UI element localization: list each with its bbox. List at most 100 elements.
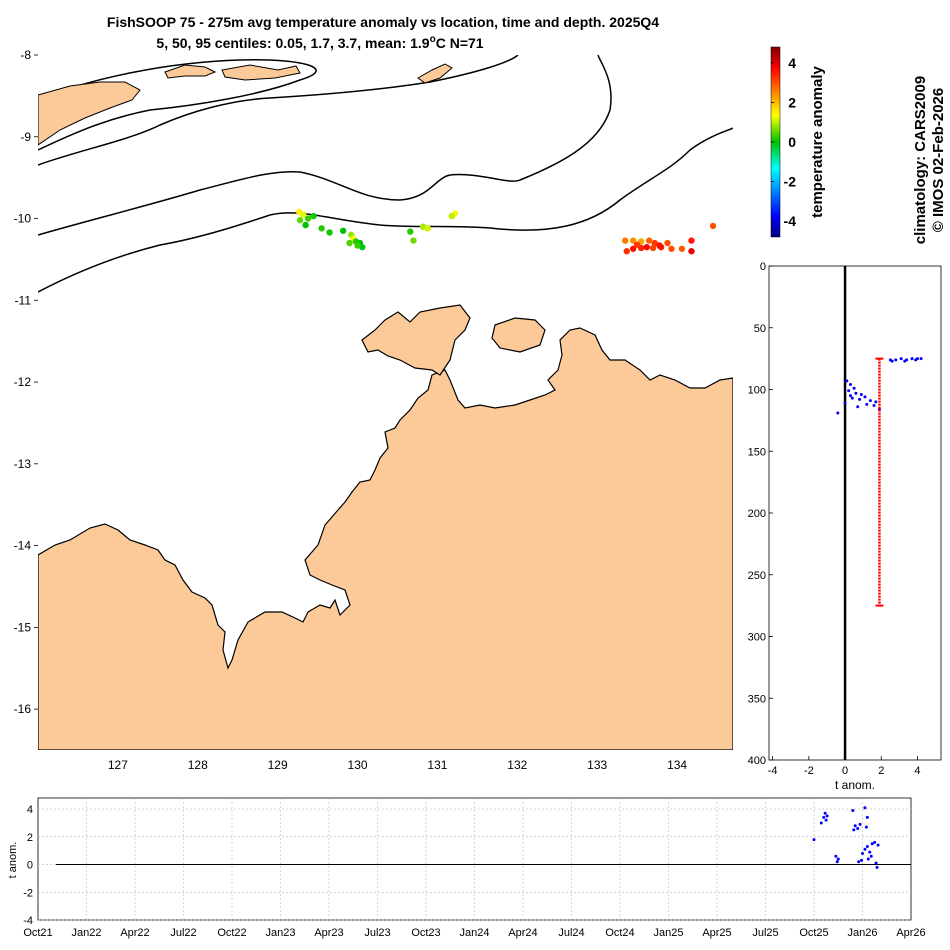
map-observation-point	[296, 216, 304, 224]
lat-tick-label: -15	[14, 620, 32, 634]
tiwi-islands	[361, 304, 471, 376]
colorbar: 4 2 0 -2 -4 temperature anomaly	[770, 46, 826, 238]
timeseries-point	[825, 814, 829, 818]
depth-observation-point	[865, 402, 869, 406]
timeseries-point	[870, 842, 874, 846]
lon-tick-label: 130	[348, 758, 368, 772]
depth-plot-frame	[768, 265, 942, 761]
depth-tick-label: 250	[748, 570, 766, 582]
depth-observation-point	[848, 394, 852, 398]
anom-tick-label: -2	[804, 765, 814, 777]
time-tick-label: Jan24	[460, 927, 490, 939]
time-tick-label: Apr22	[120, 927, 149, 939]
subtitle-stats: 5, 50, 95 centiles: 0.05, 1.7, 3.7, mean…	[156, 35, 429, 51]
timeseries-point	[823, 811, 827, 815]
time-tick-label: Apr26	[896, 927, 925, 939]
island	[417, 63, 453, 84]
timeseries-point	[857, 860, 861, 864]
timeseries-tick-label: 0	[27, 860, 33, 872]
colorbar-label: temperature anomaly	[809, 65, 826, 217]
map-observation-point	[448, 212, 456, 220]
timeseries-point	[836, 857, 840, 861]
map-lon-axis: 127 128 129 130 131 132 133 134	[108, 758, 688, 772]
map-observation-point	[326, 229, 333, 236]
depth-observation-point	[874, 400, 878, 404]
map-observation-point	[354, 242, 361, 249]
timeseries-point	[868, 850, 872, 854]
timeseries-point	[865, 845, 869, 849]
colorbar-tick-label: 2	[788, 94, 796, 110]
depth-profile-panel: 0 50 100 150 200 250 300 350 400-4 -2 0 2 4 t anom.	[748, 261, 942, 792]
depth-tick-label: 200	[748, 508, 766, 520]
time-tick-label: Jan23	[266, 927, 296, 939]
depth-observation-point	[852, 386, 856, 390]
chart-subtitle: 5, 50, 95 centiles: 0.05, 1.7, 3.7, mean…	[156, 34, 483, 51]
timeseries-point	[860, 858, 864, 862]
lon-tick-label: 127	[108, 758, 128, 772]
island	[164, 64, 217, 79]
colorbar-tick-label: -2	[784, 174, 797, 190]
map-lat-axis: -8 -9 -10 -11 -12 -13 -14 -15 -16	[14, 48, 38, 716]
depth-plot-marks	[836, 266, 923, 760]
depth-observation-point	[903, 359, 907, 363]
lat-tick-label: -14	[14, 539, 32, 553]
timeseries-ylabel: t anom.	[7, 842, 19, 879]
depth-tick-label: 300	[748, 632, 766, 644]
time-tick-label: Oct23	[411, 927, 440, 939]
map-observation-point	[304, 215, 312, 222]
lon-tick-label: 128	[188, 758, 208, 772]
timeseries-point	[865, 815, 869, 819]
map-observation-point	[664, 239, 671, 247]
time-tick-label: Apr25	[702, 927, 731, 939]
map-observation-points	[296, 208, 717, 255]
map-observation-point	[629, 245, 637, 252]
map-observation-point	[300, 211, 307, 218]
map-observation-point	[623, 248, 630, 255]
timeseries-marks	[56, 806, 911, 869]
time-tick-label: Apr24	[508, 927, 537, 939]
timeseries-point	[852, 828, 856, 832]
cobourg-peninsula	[491, 317, 546, 353]
timeseries-tick-label: 4	[27, 804, 33, 816]
lon-tick-label: 133	[587, 758, 607, 772]
depth-observation-point	[899, 357, 903, 361]
chart-title: FishSOOP 75 - 275m avg temperature anoma…	[107, 14, 659, 30]
timeseries-point	[835, 860, 839, 864]
anom-tick-label: 2	[878, 765, 884, 777]
timeseries-point	[863, 806, 867, 810]
depth-xlabel: t anom.	[835, 778, 875, 792]
subtitle-degree: o	[430, 34, 436, 45]
map-observation-point	[656, 242, 663, 249]
depth-tick-label: 350	[748, 693, 766, 705]
map-observation-point	[645, 237, 653, 244]
bathymetry-contour	[38, 127, 733, 293]
time-tick-label: Jan26	[848, 927, 878, 939]
depth-observation-point	[919, 357, 923, 361]
timeseries-tick-label: 2	[27, 832, 33, 844]
map-panel: -8 -9 -10 -11 -12 -13 -14 -15 -16 127 128 129 130 13…	[14, 48, 733, 772]
lat-tick-label: -12	[14, 375, 32, 389]
lat-tick-label: -10	[14, 212, 32, 226]
lat-tick-label: -8	[20, 48, 31, 62]
depth-tick-label: 400	[748, 755, 766, 767]
depth-observation-point	[914, 358, 918, 362]
timeseries-point	[856, 827, 860, 830]
map-observation-point	[302, 221, 309, 229]
depth-observation-point	[856, 405, 860, 409]
timeseries-point	[824, 818, 828, 822]
depth-observation-point	[836, 411, 840, 415]
depth-observation-point	[859, 392, 863, 396]
depth-observation-point	[858, 397, 862, 401]
colorbar-tick-label: 4	[788, 55, 796, 71]
timeseries-point	[853, 824, 857, 828]
colorbar-ticks: 4 2 0 -2 -4	[771, 55, 796, 229]
anom-tick-label: 0	[842, 765, 848, 777]
copyright-note: © IMOS 02-Feb-2026	[930, 88, 947, 232]
map-observation-point	[643, 243, 650, 251]
map-observation-point	[678, 245, 686, 252]
timeseries-point	[866, 857, 870, 861]
timeseries-point	[851, 808, 855, 812]
climatology-note: climatology: CARS2009	[912, 76, 929, 244]
lon-tick-label: 134	[667, 758, 687, 772]
map-observation-point	[668, 245, 675, 252]
